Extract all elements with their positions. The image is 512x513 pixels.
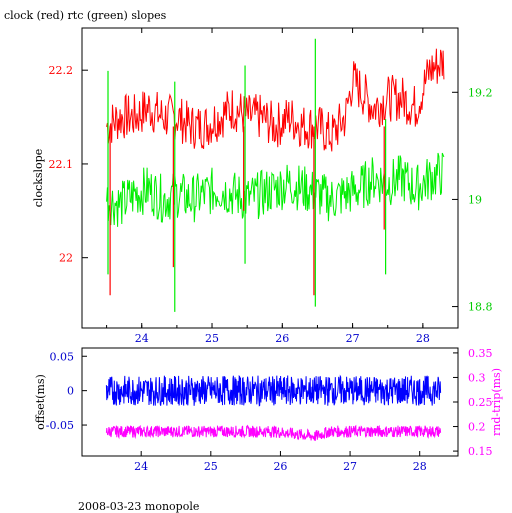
rtc-series-line — [106, 152, 445, 227]
y2-tick-label: 18.8 — [468, 301, 493, 314]
y-tick-label: 22.1 — [49, 158, 74, 171]
top-panel: 24 25 26 27 28 22 22.1 22.2 18.8 19 19.2 clockslope — [32, 27, 493, 345]
y2-tick-label: 0.35 — [468, 347, 493, 360]
y2-tick-label: 0.3 — [468, 371, 486, 384]
top-plot-frame — [81, 27, 459, 329]
chart-title: clock (red) rtc (green) slopes — [4, 9, 167, 22]
x-tick-label: 28 — [413, 460, 427, 473]
x-tick-label: 28 — [416, 332, 430, 345]
y2-tick-label: 0.15 — [468, 445, 493, 458]
x-tick-label: 27 — [343, 460, 357, 473]
y-axis-label: offset(ms) — [34, 374, 47, 430]
x-tick-label: 26 — [275, 332, 289, 345]
rndtrip-series-line — [105, 424, 442, 441]
y-tick-label: 22 — [59, 252, 73, 265]
y2-tick-label: 0.25 — [468, 396, 493, 409]
y-tick-label: 0 — [67, 385, 74, 398]
bottom-panel: 24 25 26 27 28 -0.05 0 0.05 0.15 0.2 0.25 0.3 0.35 of… — [34, 347, 503, 473]
clock-series-line — [106, 48, 445, 152]
y-tick-label: -0.05 — [46, 419, 74, 432]
y2-tick-label: 19.2 — [468, 86, 493, 99]
y-tick-label: 22.2 — [49, 64, 74, 77]
y2-tick-label: 19 — [468, 193, 482, 206]
x-tick-label: 24 — [134, 460, 148, 473]
offset-series-line — [105, 374, 442, 407]
x-tick-label: 25 — [204, 460, 218, 473]
x-tick-label: 25 — [205, 332, 219, 345]
y-axis-label: clockslope — [32, 149, 45, 207]
y2-tick-label: 0.2 — [468, 421, 486, 434]
x-tick-label: 26 — [273, 460, 287, 473]
y-tick-label: 0.05 — [50, 350, 75, 363]
y2-axis-label: rnd-trip(ms) — [490, 368, 503, 436]
x-tick-label: 24 — [135, 332, 149, 345]
footer-caption: 2008-03-23 monopole — [78, 500, 200, 513]
x-tick-label: 27 — [346, 332, 360, 345]
